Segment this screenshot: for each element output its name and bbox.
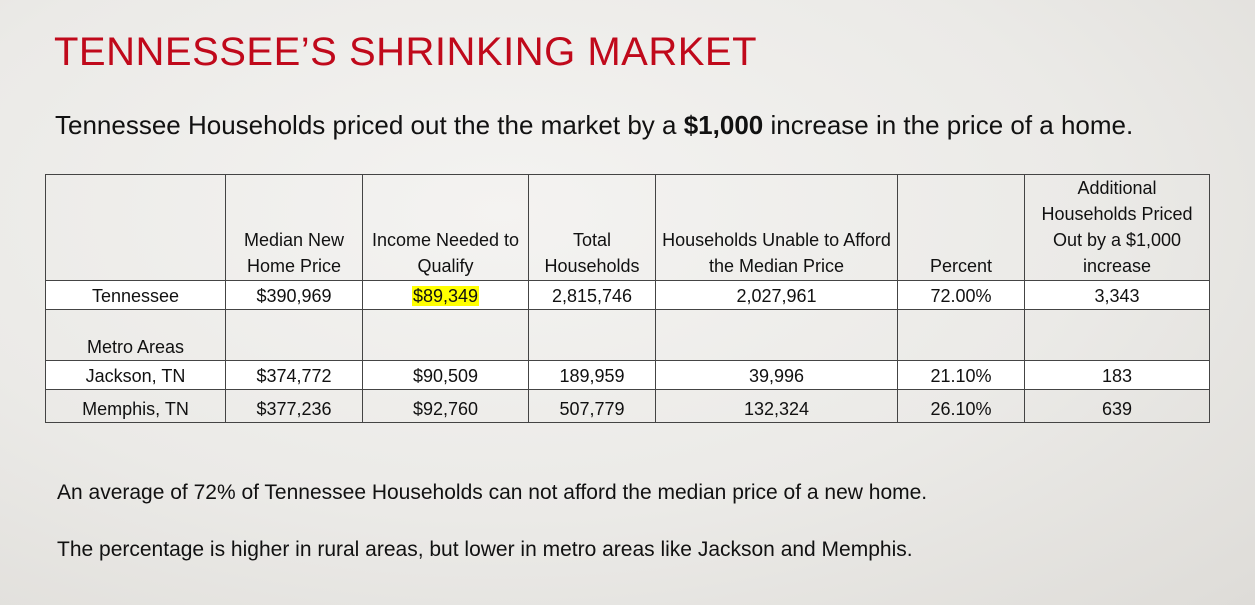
- cell-unable: 39,996: [655, 360, 898, 390]
- cell-empty: [528, 309, 656, 361]
- header-unable: Households Unable to Afford the Median P…: [655, 174, 898, 281]
- cell-total-households: 2,815,746: [528, 280, 656, 310]
- subtitle-bold-amount: $1,000: [683, 110, 764, 140]
- comparison-note: The percentage is higher in rural areas,…: [57, 538, 913, 561]
- table-row-jackson: Jackson, TN $374,772 $90,509 189,959 39,…: [45, 360, 1210, 390]
- cell-unable: 2,027,961: [655, 280, 898, 310]
- summary-note: An average of 72% of Tennessee Household…: [57, 481, 928, 504]
- table-row-tennessee: Tennessee $390,969 $89,349 2,815,746 2,0…: [45, 280, 1210, 310]
- cell-percent: 72.00%: [897, 280, 1025, 310]
- slide-title: TENNESSEE’S SHRINKING MARKET: [54, 30, 758, 74]
- cell-additional: 639: [1024, 389, 1210, 423]
- table-row-memphis: Memphis, TN $377,236 $92,760 507,779 132…: [45, 389, 1210, 423]
- cell-additional: 3,343: [1024, 280, 1210, 310]
- header-region: [45, 174, 226, 281]
- slide-subtitle: Tennessee Households priced out the the …: [55, 110, 1133, 141]
- subtitle-text-start: Tennessee Households priced out the the …: [55, 110, 684, 140]
- table-header-row: Median New Home Price Income Needed to Q…: [45, 174, 1210, 281]
- table-row-metro-label: Metro Areas: [45, 309, 1210, 361]
- cell-empty: [655, 309, 898, 361]
- header-total-households: Total Households: [528, 174, 656, 281]
- cell-empty: [225, 309, 363, 361]
- cell-metro-label: Metro Areas: [45, 309, 226, 361]
- cell-median-price: $377,236: [225, 389, 363, 423]
- subtitle-text-end: increase in the price of a home.: [763, 110, 1134, 140]
- market-table: Median New Home Price Income Needed to Q…: [45, 174, 1210, 423]
- cell-income-needed: $92,760: [362, 389, 529, 423]
- cell-total-households: 189,959: [528, 360, 656, 390]
- cell-region: Memphis, TN: [45, 389, 226, 423]
- cell-percent: 21.10%: [897, 360, 1025, 390]
- cell-region: Jackson, TN: [45, 360, 226, 390]
- header-percent: Percent: [897, 174, 1025, 281]
- cell-median-price: $390,969: [225, 280, 363, 310]
- cell-total-households: 507,779: [528, 389, 656, 423]
- cell-additional: 183: [1024, 360, 1210, 390]
- cell-median-price: $374,772: [225, 360, 363, 390]
- header-income-needed: Income Needed to Qualify: [362, 174, 529, 281]
- cell-percent: 26.10%: [897, 389, 1025, 423]
- header-median-price: Median New Home Price: [225, 174, 363, 281]
- cell-empty: [362, 309, 529, 361]
- cell-empty: [897, 309, 1025, 361]
- cell-income-needed: $90,509: [362, 360, 529, 390]
- cell-income-needed: $89,349: [362, 280, 529, 310]
- cell-unable: 132,324: [655, 389, 898, 423]
- cell-empty: [1024, 309, 1210, 361]
- cell-region: Tennessee: [45, 280, 226, 310]
- header-additional: Additional Households Priced Out by a $1…: [1024, 174, 1210, 281]
- highlighted-income-value: $89,349: [411, 286, 480, 306]
